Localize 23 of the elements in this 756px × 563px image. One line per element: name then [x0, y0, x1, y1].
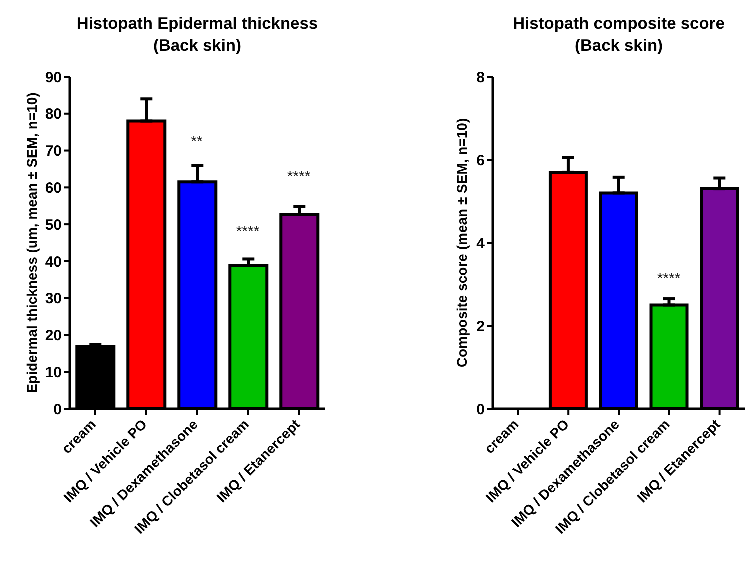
y-tick-label: 6	[476, 152, 485, 170]
y-tick-label: 2	[476, 318, 485, 336]
y-tick-label: 40	[45, 254, 62, 271]
y-tick-label: 0	[476, 401, 485, 418]
annotation: ****	[236, 224, 260, 240]
y-tick-label: 20	[45, 328, 62, 345]
y-tick-label: 4	[476, 235, 486, 252]
y-tick-label: 60	[45, 180, 62, 197]
y-tick-label: 10	[45, 364, 62, 382]
y-tick-label: 90	[45, 69, 62, 86]
y-tick-label: 70	[45, 143, 62, 160]
chart-title: Histopath composite score (Back skin)	[513, 14, 725, 57]
y-axis-title: Epidermal thickness (um, mean ± SEM, n=10)	[24, 92, 40, 394]
y-tick-label: 30	[45, 290, 62, 308]
y-tick-label: 0	[54, 401, 62, 418]
annotation: **	[191, 134, 203, 150]
y-tick-label: 50	[45, 216, 62, 234]
y-tick-label: 80	[45, 106, 62, 124]
annotation: ****	[287, 168, 311, 186]
y-axis-title: Composite score (mean ± SEM, n=10)	[454, 118, 470, 368]
y-tick-label: 8	[476, 69, 485, 86]
chart-title: Histopath Epidermal thickness (Back skin)	[76, 14, 318, 57]
annotation: ****	[657, 270, 681, 288]
